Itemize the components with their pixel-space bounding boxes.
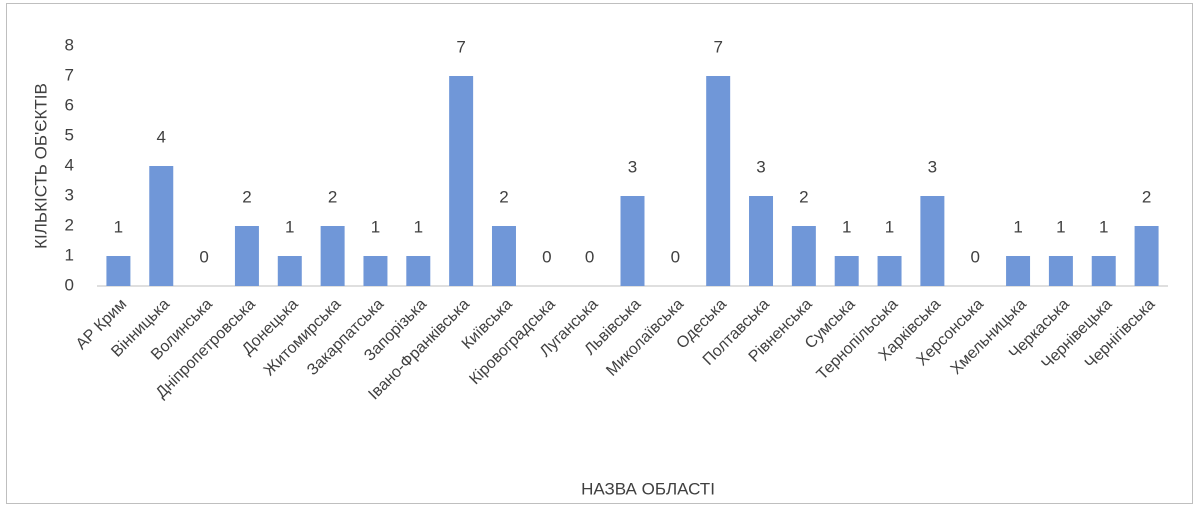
bar (1048, 256, 1073, 286)
bar (791, 226, 816, 286)
y-tick-label: 0 (65, 275, 74, 294)
data-label: 2 (1142, 187, 1151, 206)
bar (106, 256, 131, 286)
bar (234, 226, 259, 286)
chart-border (6, 3, 1193, 504)
data-label: 1 (1013, 217, 1022, 236)
bar (1006, 256, 1031, 286)
data-label: 0 (542, 247, 551, 266)
data-label: 0 (199, 247, 208, 266)
bar (406, 256, 431, 286)
data-label: 1 (842, 217, 851, 236)
y-tick-label: 4 (65, 155, 74, 174)
data-label: 7 (713, 37, 722, 56)
data-label: 0 (970, 247, 979, 266)
y-tick-label: 8 (65, 35, 74, 54)
data-label: 2 (328, 187, 337, 206)
bar (449, 76, 474, 286)
bar (277, 256, 302, 286)
data-label: 3 (928, 157, 937, 176)
bar (834, 256, 859, 286)
data-label: 1 (885, 217, 894, 236)
data-label: 2 (499, 187, 508, 206)
data-label: 3 (756, 157, 765, 176)
bar (749, 196, 774, 286)
x-axis-label: НАЗВА ОБЛАСТІ (581, 479, 715, 498)
data-label: 0 (585, 247, 594, 266)
data-label: 4 (157, 127, 166, 146)
bar (320, 226, 345, 286)
data-label: 7 (456, 37, 465, 56)
bar (1091, 256, 1116, 286)
bar (363, 256, 388, 286)
y-axis-label: КІЛЬКІСТЬ ОБ'ЄКТІВ (31, 83, 50, 249)
bar (920, 196, 945, 286)
data-label: 1 (1099, 217, 1108, 236)
y-tick-label: 2 (65, 215, 74, 234)
bar (149, 166, 174, 286)
data-label: 1 (1056, 217, 1065, 236)
bar (706, 76, 731, 286)
y-tick-label: 6 (65, 95, 74, 114)
bar (1134, 226, 1159, 286)
y-tick-label: 5 (65, 125, 74, 144)
bar (491, 226, 516, 286)
y-tick-label: 1 (65, 245, 74, 264)
data-label: 1 (371, 217, 380, 236)
data-label: 2 (242, 187, 251, 206)
bar (877, 256, 902, 286)
y-tick-label: 7 (65, 65, 74, 84)
data-label: 3 (628, 157, 637, 176)
data-label: 1 (285, 217, 294, 236)
data-label: 1 (114, 217, 123, 236)
y-tick-label: 3 (65, 185, 74, 204)
data-label: 1 (414, 217, 423, 236)
bar (620, 196, 645, 286)
data-label: 0 (671, 247, 680, 266)
data-label: 2 (799, 187, 808, 206)
